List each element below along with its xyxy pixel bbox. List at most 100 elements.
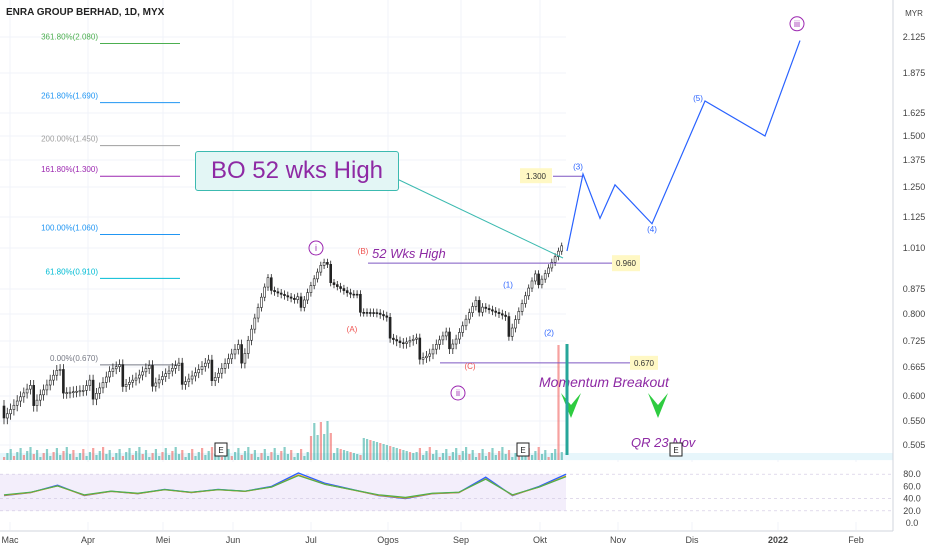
volume-bar <box>95 455 98 460</box>
volume-bar <box>227 449 230 460</box>
candle-body <box>141 371 144 376</box>
candle-body <box>32 385 36 406</box>
volume-bar <box>531 455 534 460</box>
candle-body <box>395 339 399 342</box>
volume-bar <box>349 452 352 460</box>
candle-body <box>42 389 45 396</box>
volume-bar <box>511 457 514 460</box>
candle-body <box>260 296 263 308</box>
candle-body <box>187 378 191 383</box>
volume-bar <box>6 453 9 460</box>
candle-body <box>467 312 471 320</box>
volume-bar <box>329 433 332 460</box>
candle-body <box>48 379 52 386</box>
osc-tick-label: 20.0 <box>903 506 921 516</box>
candle-body <box>118 364 121 367</box>
candle-body <box>200 366 204 370</box>
volume-bar <box>323 434 326 460</box>
volume-bar <box>514 453 517 460</box>
volume-bar <box>280 451 283 460</box>
volume-bar <box>405 451 408 460</box>
volume-bar <box>197 452 200 460</box>
fib-label: 0.00%(0.670) <box>50 354 98 363</box>
volume-bar <box>174 447 177 460</box>
candle-body <box>29 385 32 390</box>
volume-bar <box>408 452 412 460</box>
volume-bar <box>339 449 342 460</box>
volume-bar <box>177 454 181 460</box>
volume-bar <box>306 452 309 460</box>
earnings-label: E <box>673 446 678 455</box>
candle-body <box>114 366 118 370</box>
volume-bar <box>286 454 289 460</box>
volume-bar <box>115 453 118 460</box>
candle-body <box>329 264 333 283</box>
candle-body <box>306 292 309 301</box>
candle-body <box>553 256 557 263</box>
y-tick-label: 1.125 <box>903 212 926 222</box>
volume-bar <box>88 452 91 460</box>
candle-body <box>85 385 88 391</box>
volume-bar <box>399 449 402 460</box>
candle-body <box>197 369 200 374</box>
wave-label: (B) <box>358 247 369 256</box>
volume-bar <box>313 423 316 460</box>
candle-body <box>2 405 6 419</box>
candle-body <box>138 374 141 379</box>
candle-body <box>557 250 560 258</box>
wave-label: (1) <box>503 280 513 289</box>
volume-bar <box>362 438 365 460</box>
candle-body <box>401 342 405 344</box>
candle-body <box>88 379 92 386</box>
candle-body <box>510 327 514 337</box>
volume-bar <box>237 448 240 460</box>
volume-bar <box>395 448 398 460</box>
volume-bar <box>498 451 501 460</box>
candle-body <box>279 292 283 295</box>
y-tick-label: 0.875 <box>903 284 926 294</box>
candle-body <box>131 379 134 383</box>
candle-body <box>68 391 72 394</box>
volume-bar <box>201 448 204 460</box>
volume-bar <box>75 457 78 460</box>
volume-bar <box>550 453 553 460</box>
candle-body <box>237 344 240 350</box>
volume-bar <box>451 452 454 460</box>
volume-bar <box>128 448 131 460</box>
box-0670 <box>630 355 658 370</box>
candle-body <box>180 362 184 385</box>
volume-bar <box>547 457 550 460</box>
volume-bar <box>481 449 484 460</box>
candle-body <box>527 287 531 297</box>
candle-body <box>283 294 286 296</box>
volume-bar <box>557 345 560 460</box>
candle-body <box>263 286 267 298</box>
label-momentum: Momentum Breakout <box>539 374 670 390</box>
candle-body <box>451 343 455 350</box>
volume-bar <box>326 421 329 460</box>
candle-body <box>408 340 412 343</box>
candle-body <box>273 290 276 293</box>
volume-bar <box>402 450 405 460</box>
candle-body <box>124 384 128 387</box>
candle-body <box>58 369 62 371</box>
volume-bar <box>465 447 468 460</box>
y-tick-label: 0.665 <box>903 362 926 372</box>
candle-body <box>293 297 296 300</box>
volume-bar <box>392 447 395 460</box>
candle-body <box>345 290 349 294</box>
candle-body <box>62 369 65 394</box>
volume-bar <box>19 448 22 460</box>
x-tick-label: Sep <box>453 535 469 545</box>
volume-bar <box>461 451 464 460</box>
volume-bar <box>359 455 362 460</box>
wave-label: (5) <box>693 94 703 103</box>
candle-body <box>359 293 362 313</box>
volume-bar <box>346 451 349 460</box>
candle-body <box>520 303 524 312</box>
volume-bar <box>194 456 197 460</box>
volume-bar <box>560 452 563 460</box>
x-tick-label: Nov <box>610 535 627 545</box>
candle-body <box>151 365 154 387</box>
osc-tick-label: 40.0 <box>903 494 921 504</box>
